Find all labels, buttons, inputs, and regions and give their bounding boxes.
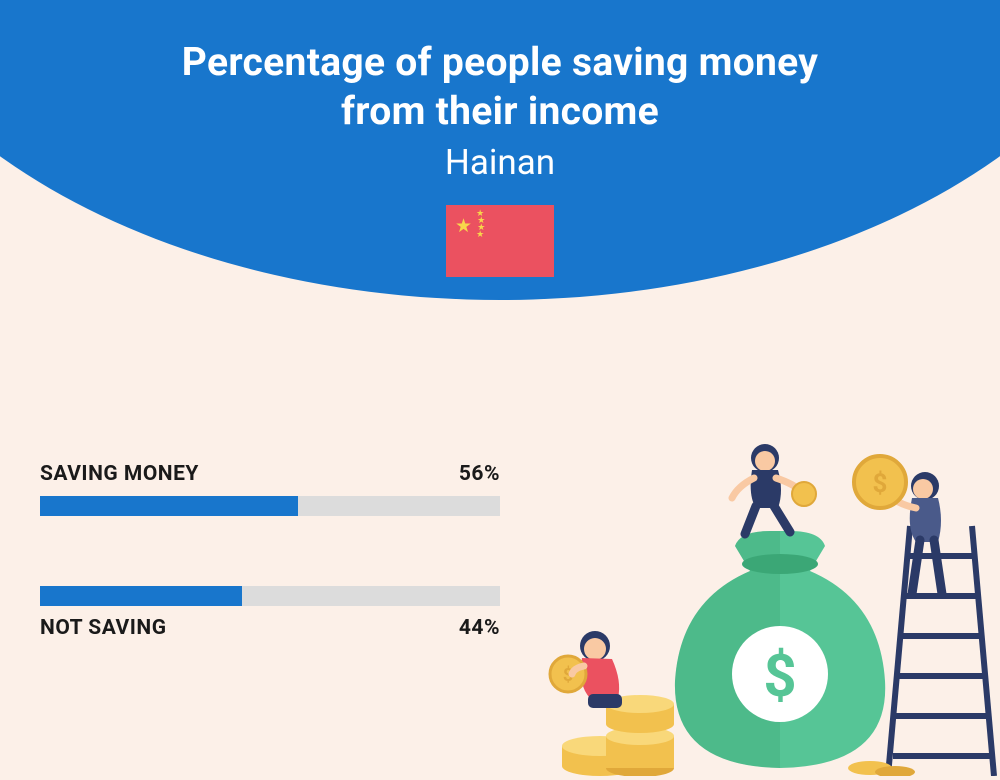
bar-label: NOT SAVING xyxy=(40,616,167,640)
page-subtitle: Hainan xyxy=(0,142,1000,183)
person-top-icon xyxy=(732,444,816,534)
bar-track xyxy=(40,586,500,606)
bars-section: SAVING MONEY 56% NOT SAVING 44% xyxy=(40,462,500,710)
title-line-1: Percentage of people saving money xyxy=(182,39,818,85)
bar-label: SAVING MONEY xyxy=(40,462,199,486)
money-bag-icon: $ xyxy=(675,531,885,768)
person-sitting-icon: $ xyxy=(550,631,622,708)
bar-fill xyxy=(40,496,298,516)
svg-text:$: $ xyxy=(763,643,796,711)
svg-text:$: $ xyxy=(873,469,888,499)
bar-track xyxy=(40,496,500,516)
header: Percentage of people saving money from t… xyxy=(0,38,1000,277)
china-flag-icon: ★ ★ ★ ★★ xyxy=(446,205,554,277)
person-ladder-icon: $ xyxy=(854,456,942,594)
savings-illustration: $ $ xyxy=(540,436,1000,776)
bar-fill xyxy=(40,586,242,606)
page-title: Percentage of people saving money from t… xyxy=(0,38,1000,136)
coins-bottom-icon xyxy=(848,761,915,776)
bar-header: NOT SAVING 44% xyxy=(40,616,500,640)
bar-value: 44% xyxy=(459,616,500,640)
bar-not-saving: NOT SAVING 44% xyxy=(40,586,500,640)
flag-small-stars-icon: ★ ★ ★★ xyxy=(475,211,485,239)
bar-header: SAVING MONEY 56% xyxy=(40,462,500,486)
bar-saving: SAVING MONEY 56% xyxy=(40,462,500,516)
flag-big-star-icon: ★ xyxy=(455,214,472,237)
title-line-2: from their income xyxy=(341,88,659,134)
bar-value: 56% xyxy=(459,462,500,486)
